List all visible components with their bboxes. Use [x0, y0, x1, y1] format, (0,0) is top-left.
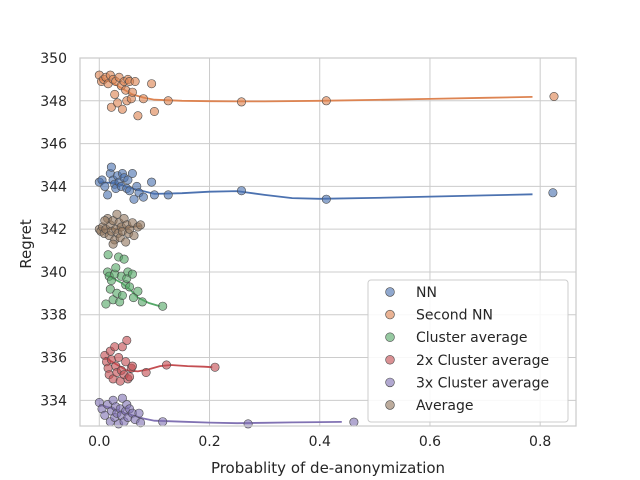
point-nn	[237, 186, 247, 196]
legend-marker	[385, 287, 395, 297]
x-tick-label: 0.2	[198, 434, 220, 450]
legend-label: Second NN	[416, 308, 493, 324]
legend-marker	[385, 332, 395, 342]
point-second-nn	[138, 94, 148, 104]
legend-label: 2x Cluster average	[416, 353, 549, 369]
point-3x-cluster-average	[134, 408, 144, 418]
legend-label: Cluster average	[416, 330, 527, 346]
y-tick-label: 334	[40, 393, 67, 409]
point-average	[129, 231, 139, 241]
point-nn	[127, 169, 137, 179]
y-tick-label: 350	[40, 51, 67, 67]
point-second-nn	[110, 89, 120, 99]
point-3x-cluster-average	[349, 417, 359, 427]
point-cluster-average	[111, 263, 121, 273]
y-tick-label: 344	[40, 179, 67, 195]
point-second-nn	[106, 102, 116, 112]
plot-frame	[79, 57, 577, 427]
point-nn	[106, 162, 116, 172]
point-2x-cluster-average	[117, 342, 127, 352]
point-nn	[125, 186, 135, 196]
legend-marker	[385, 309, 395, 320]
x-axis-ticks: 0.0 0.2 0.4 0.6 0.8	[88, 434, 551, 450]
point-second-nn	[163, 96, 173, 106]
point-nn	[103, 190, 113, 200]
point-cluster-average	[133, 286, 143, 296]
point-nn	[138, 192, 148, 202]
point-nn	[100, 181, 110, 191]
y-tick-label: 346	[40, 137, 67, 153]
point-second-nn	[133, 111, 143, 121]
x-tick-label: 0.4	[309, 434, 331, 450]
point-3x-cluster-average	[243, 419, 253, 429]
x-axis-title: Probablity of de-anonymization	[211, 459, 445, 477]
legend: NN Second NN Cluster average 2x Cluster ave…	[367, 279, 569, 423]
point-cluster-average	[158, 301, 168, 311]
point-2x-cluster-average	[127, 361, 137, 371]
point-nn	[149, 190, 159, 200]
point-cluster-average	[101, 299, 111, 309]
y-axis-ticks: 334 336 338 340 342 344 346 348 350	[40, 51, 67, 409]
point-average	[136, 220, 146, 230]
point-average	[108, 239, 118, 249]
point-second-nn	[113, 98, 123, 108]
point-cluster-average	[127, 269, 137, 279]
legend-label: NN	[416, 285, 437, 301]
y-tick-label: 348	[40, 94, 67, 110]
point-2x-cluster-average	[121, 357, 131, 367]
point-second-nn	[321, 96, 331, 106]
scatter-points	[94, 70, 559, 429]
point-average	[121, 237, 131, 247]
point-cluster-average	[119, 254, 129, 264]
legend-marker	[385, 377, 395, 388]
y-tick-label: 338	[40, 308, 67, 324]
point-cluster-average	[129, 293, 139, 303]
point-2x-cluster-average	[122, 335, 132, 345]
point-cluster-average	[117, 290, 127, 300]
point-second-nn	[147, 79, 157, 89]
point-2x-cluster-average	[141, 367, 151, 377]
point-3x-cluster-average	[117, 393, 127, 403]
point-nn	[548, 188, 558, 198]
point-nn	[147, 177, 157, 187]
point-second-nn	[237, 97, 247, 107]
x-tick-label: 0.0	[88, 434, 110, 450]
point-cluster-average	[105, 284, 115, 294]
point-cluster-average	[103, 250, 113, 260]
point-cluster-average	[137, 297, 147, 307]
point-3x-cluster-average	[136, 418, 146, 428]
point-nn	[123, 175, 133, 185]
point-second-nn	[130, 77, 140, 87]
point-second-nn	[117, 104, 127, 114]
point-2x-cluster-average	[125, 372, 135, 382]
point-second-nn	[549, 92, 559, 102]
x-tick-label: 0.6	[419, 434, 441, 450]
point-nn	[321, 194, 331, 204]
point-nn	[163, 190, 173, 200]
x-tick-label: 0.8	[529, 434, 551, 450]
point-2x-cluster-average	[110, 342, 120, 352]
point-nn	[129, 194, 139, 204]
legend-label: Average	[416, 398, 474, 414]
point-average	[100, 216, 110, 226]
legend-marker	[385, 400, 395, 410]
point-2x-cluster-average	[210, 362, 220, 372]
point-2x-cluster-average	[162, 360, 172, 370]
point-cluster-average	[125, 282, 135, 292]
legend-box	[367, 279, 569, 423]
point-second-nn	[127, 87, 137, 97]
legend-marker	[385, 355, 395, 365]
point-3x-cluster-average	[158, 417, 168, 427]
legend-label: 3x Cluster average	[416, 375, 549, 391]
point-2x-cluster-average	[114, 352, 124, 362]
point-second-nn	[149, 107, 159, 117]
y-axis-title: Regret	[17, 219, 35, 269]
y-tick-label: 336	[40, 351, 67, 367]
point-average	[112, 209, 122, 219]
y-tick-label: 342	[40, 222, 67, 238]
y-tick-label: 340	[40, 265, 67, 281]
point-3x-cluster-average	[100, 410, 110, 420]
